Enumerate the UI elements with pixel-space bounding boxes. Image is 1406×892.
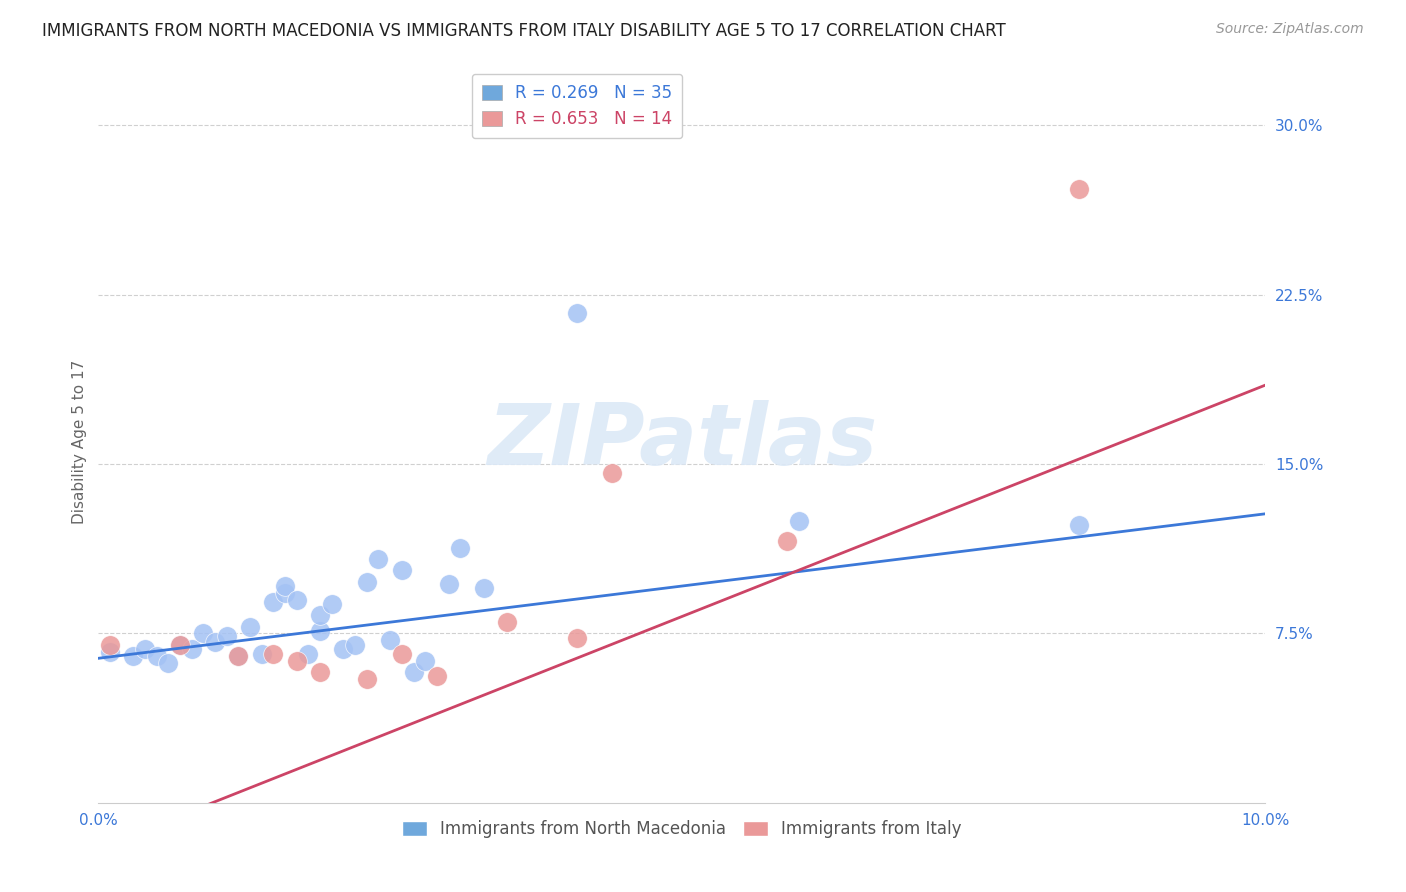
Legend: Immigrants from North Macedonia, Immigrants from Italy: Immigrants from North Macedonia, Immigra… <box>395 814 969 845</box>
Point <box>413 654 436 668</box>
Point <box>274 586 297 600</box>
Point <box>402 665 425 679</box>
Point <box>426 669 449 683</box>
Point <box>169 638 191 652</box>
Point <box>321 597 343 611</box>
Text: IMMIGRANTS FROM NORTH MACEDONIA VS IMMIGRANTS FROM ITALY DISABILITY AGE 5 TO 17 : IMMIGRANTS FROM NORTH MACEDONIA VS IMMIG… <box>42 22 1005 40</box>
Point <box>356 672 378 686</box>
Point <box>367 552 389 566</box>
Point <box>98 638 121 652</box>
Point <box>437 576 460 591</box>
Point <box>180 642 202 657</box>
Point <box>228 648 250 663</box>
Y-axis label: Disability Age 5 to 17: Disability Age 5 to 17 <box>72 359 87 524</box>
Point <box>391 563 413 577</box>
Point <box>565 306 588 320</box>
Point <box>262 647 284 661</box>
Point <box>239 620 262 634</box>
Point <box>228 648 250 663</box>
Point <box>262 595 284 609</box>
Point <box>356 574 378 589</box>
Point <box>1067 518 1090 533</box>
Point <box>122 648 145 663</box>
Point <box>472 582 495 596</box>
Point <box>332 642 354 657</box>
Point <box>146 648 169 663</box>
Text: Source: ZipAtlas.com: Source: ZipAtlas.com <box>1216 22 1364 37</box>
Point <box>297 647 319 661</box>
Point <box>157 656 180 670</box>
Point <box>496 615 519 630</box>
Point <box>134 642 156 657</box>
Point <box>776 533 799 548</box>
Text: ZIPatlas: ZIPatlas <box>486 400 877 483</box>
Point <box>250 647 273 661</box>
Point <box>309 624 332 639</box>
Point <box>274 579 297 593</box>
Point <box>215 629 238 643</box>
Point <box>344 638 367 652</box>
Point <box>600 466 623 480</box>
Point <box>98 644 121 658</box>
Point <box>285 654 308 668</box>
Point <box>565 631 588 645</box>
Point <box>169 638 191 652</box>
Point <box>285 592 308 607</box>
Point <box>309 608 332 623</box>
Point <box>391 647 413 661</box>
Point <box>787 514 810 528</box>
Point <box>193 626 215 640</box>
Point <box>309 665 332 679</box>
Point <box>380 633 402 648</box>
Point <box>1067 181 1090 195</box>
Point <box>204 635 226 649</box>
Point <box>449 541 471 555</box>
